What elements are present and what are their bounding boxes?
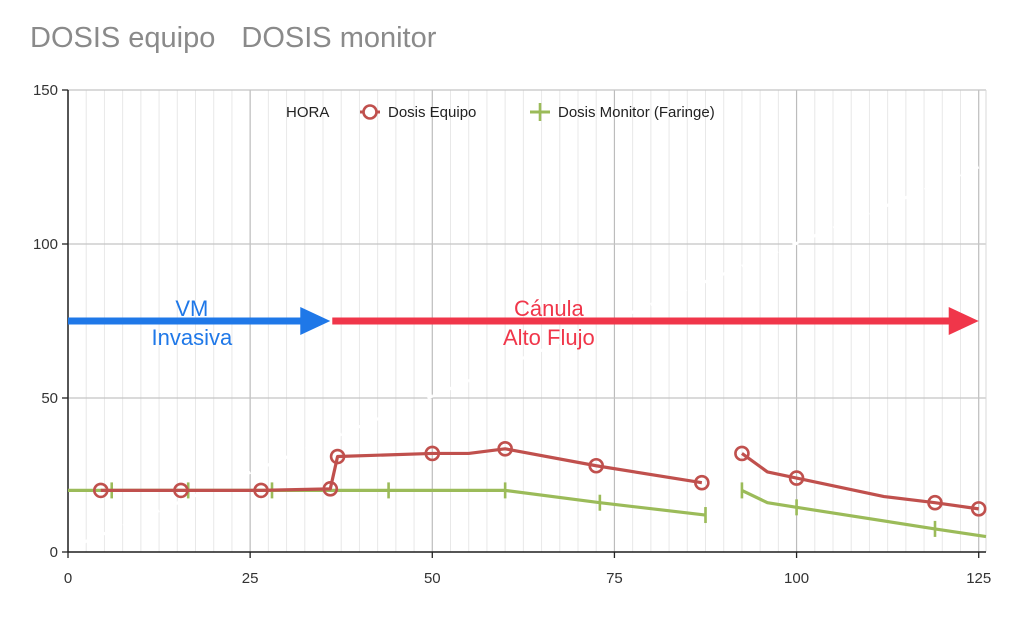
y-tick-label: 50 [41, 390, 58, 407]
equipo-point-marker [927, 494, 943, 511]
annotation-label: VM [175, 296, 208, 321]
series-line [100, 447, 703, 492]
y-tick-label: 150 [33, 82, 58, 99]
equipo-point-marker [173, 482, 189, 499]
equipo-point-marker [497, 441, 513, 457]
equipo-point-marker [734, 445, 750, 462]
legend-label: Dosis Monitor (Faringe) [558, 104, 715, 121]
legend-marker-equipo [362, 104, 378, 120]
x-tick-label: 125 [966, 570, 991, 587]
equipo-point-marker [253, 482, 269, 499]
annotation-arrow-head [948, 307, 979, 335]
equipo-point-marker [970, 501, 987, 517]
x-tick-label: 0 [64, 570, 72, 587]
equipo-point-marker [788, 470, 805, 486]
legend: HORA Dosis Equipo Dosis Monitor (Faringe) [270, 103, 715, 121]
legend-label: Dosis Equipo [388, 104, 476, 121]
x-tick-label: 75 [606, 570, 623, 587]
equipo-point-marker [92, 482, 109, 499]
legend-label: HORA [286, 104, 329, 121]
annotation-arrow-head [300, 307, 331, 335]
x-tick-label: 50 [424, 570, 441, 587]
chart-title: DOSIS equipo [30, 22, 216, 54]
y-tick-label: 0 [50, 544, 58, 561]
equipo-point-marker [322, 481, 339, 497]
series-line [740, 452, 979, 511]
y-tick-label: 100 [33, 236, 58, 253]
equipo-point-marker [588, 457, 605, 474]
chart-subtitle: DOSIS monitor [241, 22, 437, 54]
series-line [68, 488, 706, 517]
series-line-hora [81, 165, 980, 545]
x-tick-label: 100 [784, 570, 809, 587]
annotation-label: Invasiva [151, 325, 232, 350]
equipo-point-marker [694, 474, 710, 491]
x-tick-label: 25 [242, 570, 259, 587]
title-block: DOSIS equipo DOSIS monitor [30, 22, 436, 55]
equipo-point-marker [329, 448, 346, 465]
annotation-label: Cánula [514, 296, 584, 321]
equipo-point-marker [424, 445, 441, 462]
annotation-label: Alto Flujo [503, 325, 595, 350]
